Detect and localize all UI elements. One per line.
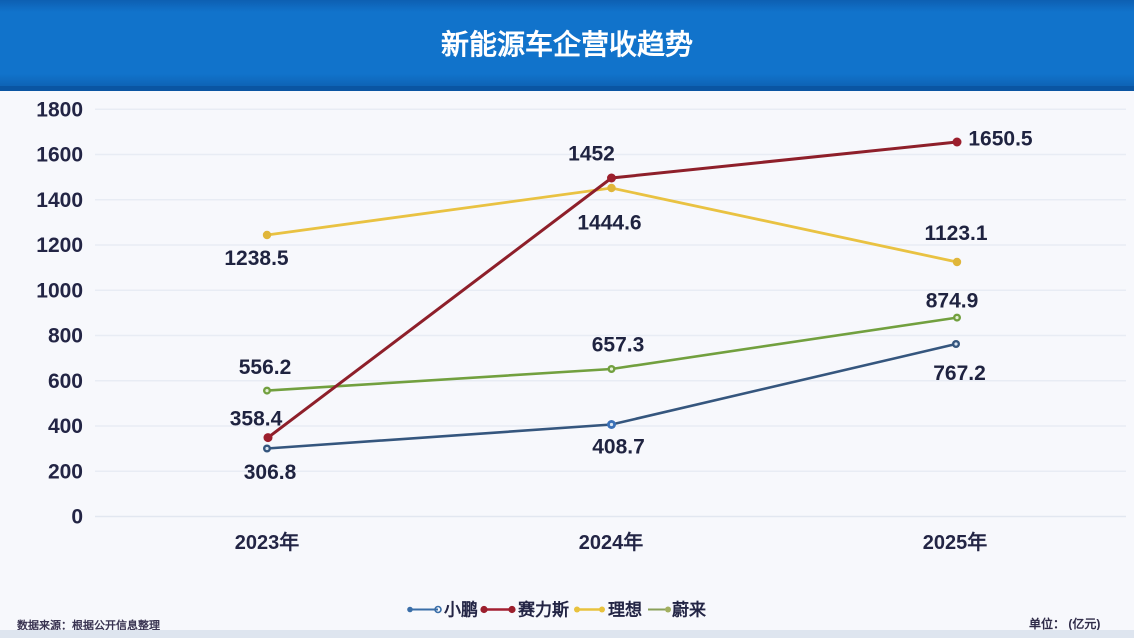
svg-text:600: 600 (48, 370, 83, 393)
svg-text:1200: 1200 (36, 234, 83, 257)
svg-text:1400: 1400 (36, 189, 83, 212)
svg-text:556.2: 556.2 (239, 356, 292, 379)
svg-text:1650.5: 1650.5 (968, 128, 1033, 151)
svg-text:408.7: 408.7 (592, 436, 645, 459)
svg-text:874.9: 874.9 (926, 290, 979, 313)
svg-text:0: 0 (71, 506, 83, 529)
svg-text:1444.6: 1444.6 (577, 212, 641, 235)
svg-text:200: 200 (48, 461, 83, 484)
svg-text:蔚来: 蔚来 (672, 600, 707, 620)
svg-text:2024年: 2024年 (579, 530, 644, 554)
svg-text:小鹏: 小鹏 (444, 600, 478, 620)
svg-text:1600: 1600 (36, 144, 83, 167)
svg-text:358.4: 358.4 (230, 408, 283, 431)
svg-text:2023年: 2023年 (235, 530, 300, 554)
svg-text:657.3: 657.3 (592, 334, 645, 357)
svg-text:400: 400 (48, 415, 83, 438)
svg-text:767.2: 767.2 (933, 362, 986, 385)
svg-text:1452: 1452 (568, 143, 615, 166)
svg-text:306.8: 306.8 (244, 461, 297, 484)
svg-text:1123.1: 1123.1 (924, 222, 987, 245)
svg-text:2025年: 2025年 (923, 530, 988, 554)
svg-text:理想: 理想 (608, 600, 642, 620)
svg-text:1238.5: 1238.5 (224, 247, 289, 270)
svg-text:800: 800 (48, 325, 83, 348)
svg-text:赛力斯: 赛力斯 (517, 600, 569, 620)
svg-text:1800: 1800 (36, 99, 83, 122)
svg-text:1000: 1000 (36, 280, 83, 303)
